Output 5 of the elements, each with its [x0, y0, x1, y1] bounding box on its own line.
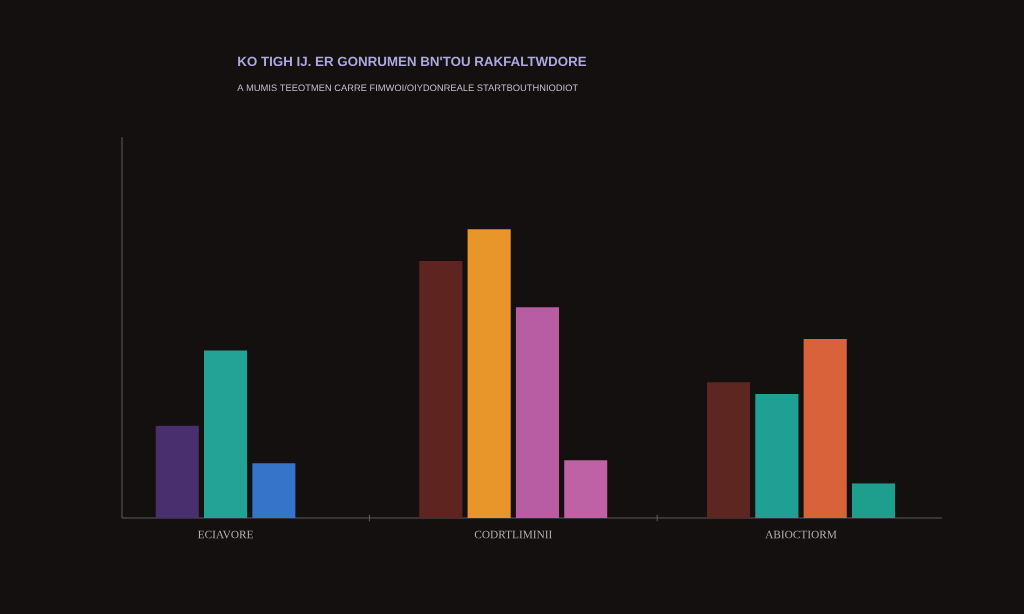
chart-title: KO TIGH IJ. ER GONRUMEN BN'TOU RAKFALTWDORE — [238, 56, 587, 67]
x-tick-label: ABIOCTIORM — [765, 530, 837, 539]
x-tick-label: ECIAVORE — [198, 530, 253, 539]
x-tick-label: CODRTLIMINII — [474, 530, 552, 539]
chart-subtitle: A MUMIS TEEOTMEN CARRE FIMWOI/OIYDONREALE STARTBOUTHNIODIOT — [237, 84, 578, 92]
